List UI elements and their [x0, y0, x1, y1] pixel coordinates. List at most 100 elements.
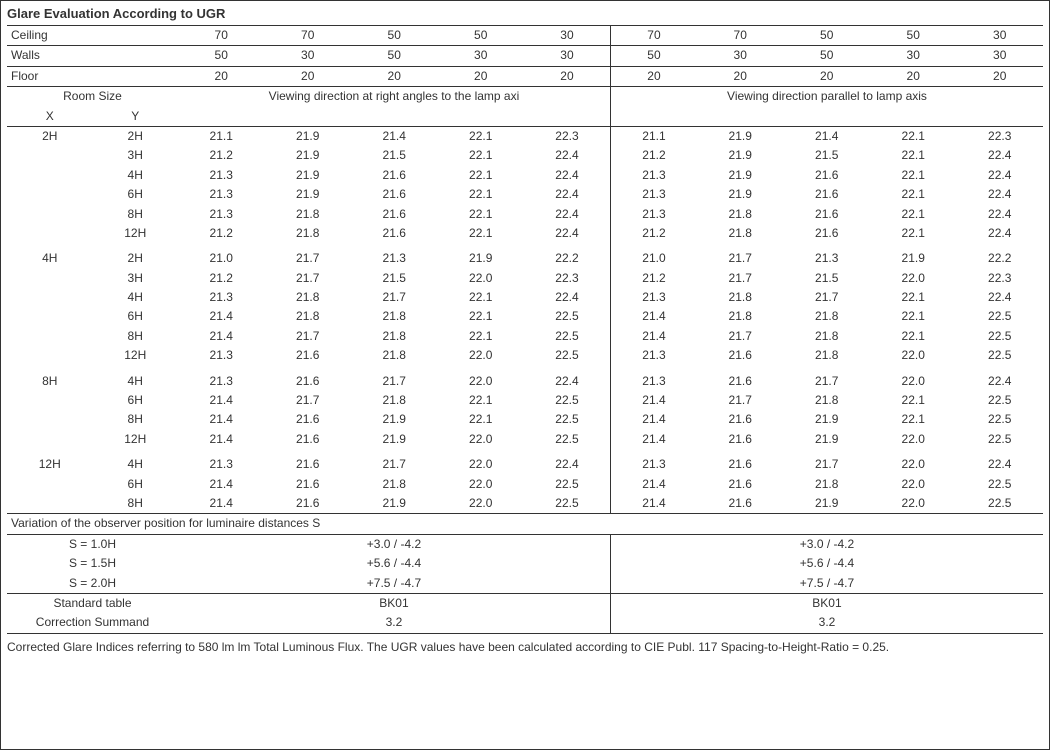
data-cell: 21.7	[697, 391, 784, 410]
data-cell: 21.9	[697, 126, 784, 146]
data-cell: 22.5	[956, 475, 1043, 494]
data-cell: 21.4	[610, 410, 697, 429]
data-cell: 21.9	[351, 410, 438, 429]
data-cell: 21.7	[264, 391, 351, 410]
data-cell: 22.1	[437, 126, 524, 146]
data-cell: 22.0	[437, 475, 524, 494]
data-cell: 21.4	[178, 327, 265, 346]
cell-y: 8H	[92, 205, 177, 224]
data-cell: 21.2	[610, 146, 697, 165]
data-cell: 22.5	[956, 410, 1043, 429]
ceiling-label: Ceiling	[7, 26, 178, 46]
cell-y: 6H	[92, 185, 177, 204]
data-cell: 21.6	[783, 166, 870, 185]
ceiling-val: 30	[524, 26, 611, 46]
data-cell: 21.4	[178, 494, 265, 514]
data-cell: 22.0	[870, 475, 957, 494]
view-perp-label: Viewing direction at right angles to the…	[178, 87, 611, 107]
data-cell: 21.9	[264, 146, 351, 165]
data-cell: 21.5	[351, 146, 438, 165]
walls-val: 30	[524, 46, 611, 66]
data-cell: 21.3	[178, 288, 265, 307]
floor-val: 20	[956, 66, 1043, 86]
variation-par: +7.5 / -4.7	[610, 574, 1043, 594]
data-cell: 22.5	[524, 475, 611, 494]
data-cell: 21.4	[783, 126, 870, 146]
data-cell: 21.0	[610, 249, 697, 268]
view-par-label: Viewing direction parallel to lamp axis	[610, 87, 1043, 107]
s-label: S = 2.0H	[7, 574, 178, 594]
data-cell: 21.2	[610, 224, 697, 243]
ugr-sheet: Glare Evaluation According to UGR Ceilin…	[0, 0, 1050, 750]
data-cell: 22.3	[524, 126, 611, 146]
data-cell: 21.3	[610, 166, 697, 185]
walls-val: 50	[178, 46, 265, 66]
s-label: S = 1.0H	[7, 534, 178, 554]
data-cell: 21.6	[697, 475, 784, 494]
cell-y: 6H	[92, 307, 177, 326]
data-cell: 22.4	[524, 372, 611, 391]
ceiling-val: 70	[697, 26, 784, 46]
data-cell: 22.1	[437, 410, 524, 429]
cell-x	[7, 269, 92, 288]
data-cell: 22.0	[437, 430, 524, 449]
data-cell: 21.7	[783, 372, 870, 391]
data-cell: 21.9	[264, 126, 351, 146]
data-cell: 21.8	[783, 307, 870, 326]
variation-perp: +7.5 / -4.7	[178, 574, 611, 594]
data-cell: 21.3	[178, 372, 265, 391]
data-cell: 22.4	[956, 288, 1043, 307]
cell-y: 2H	[92, 126, 177, 146]
cell-y: 6H	[92, 391, 177, 410]
data-cell: 22.1	[870, 166, 957, 185]
data-cell: 21.7	[264, 269, 351, 288]
data-cell: 22.5	[524, 391, 611, 410]
variation-par: +3.0 / -4.2	[610, 534, 1043, 554]
data-cell: 21.6	[697, 430, 784, 449]
data-cell: 22.5	[956, 391, 1043, 410]
data-cell: 22.1	[870, 327, 957, 346]
data-cell: 22.5	[956, 346, 1043, 365]
data-cell: 22.1	[437, 327, 524, 346]
data-cell: 21.3	[178, 346, 265, 365]
data-cell: 21.9	[783, 430, 870, 449]
ceiling-val: 50	[783, 26, 870, 46]
data-cell: 22.0	[437, 372, 524, 391]
data-cell: 22.0	[437, 269, 524, 288]
cell-y: 4H	[92, 288, 177, 307]
data-cell: 22.3	[956, 269, 1043, 288]
data-cell: 21.6	[783, 205, 870, 224]
corr-summ-perp: 3.2	[178, 613, 611, 633]
cell-y: 8H	[92, 327, 177, 346]
cell-y: 3H	[92, 146, 177, 165]
data-cell: 22.0	[870, 494, 957, 514]
floor-val: 20	[264, 66, 351, 86]
walls-val: 50	[783, 46, 870, 66]
data-cell: 21.6	[351, 185, 438, 204]
cell-x	[7, 205, 92, 224]
cell-x	[7, 430, 92, 449]
data-cell: 22.1	[437, 224, 524, 243]
cell-x	[7, 288, 92, 307]
data-cell: 22.0	[870, 372, 957, 391]
data-cell: 22.1	[870, 410, 957, 429]
data-cell: 21.6	[697, 494, 784, 514]
data-cell: 21.6	[783, 224, 870, 243]
variation-header: Variation of the observer position for l…	[7, 514, 1043, 534]
data-cell: 21.8	[264, 288, 351, 307]
data-cell: 21.7	[783, 288, 870, 307]
data-cell: 22.1	[437, 185, 524, 204]
data-cell: 22.1	[870, 205, 957, 224]
data-cell: 21.6	[264, 430, 351, 449]
data-cell: 21.2	[178, 269, 265, 288]
cell-x	[7, 494, 92, 514]
data-cell: 21.4	[610, 494, 697, 514]
data-cell: 21.3	[610, 455, 697, 474]
data-cell: 21.4	[178, 410, 265, 429]
cell-y: 3H	[92, 269, 177, 288]
data-cell: 21.6	[264, 475, 351, 494]
data-cell: 21.8	[351, 346, 438, 365]
cell-x: 12H	[7, 455, 92, 474]
data-cell: 21.4	[610, 327, 697, 346]
data-cell: 22.0	[437, 455, 524, 474]
